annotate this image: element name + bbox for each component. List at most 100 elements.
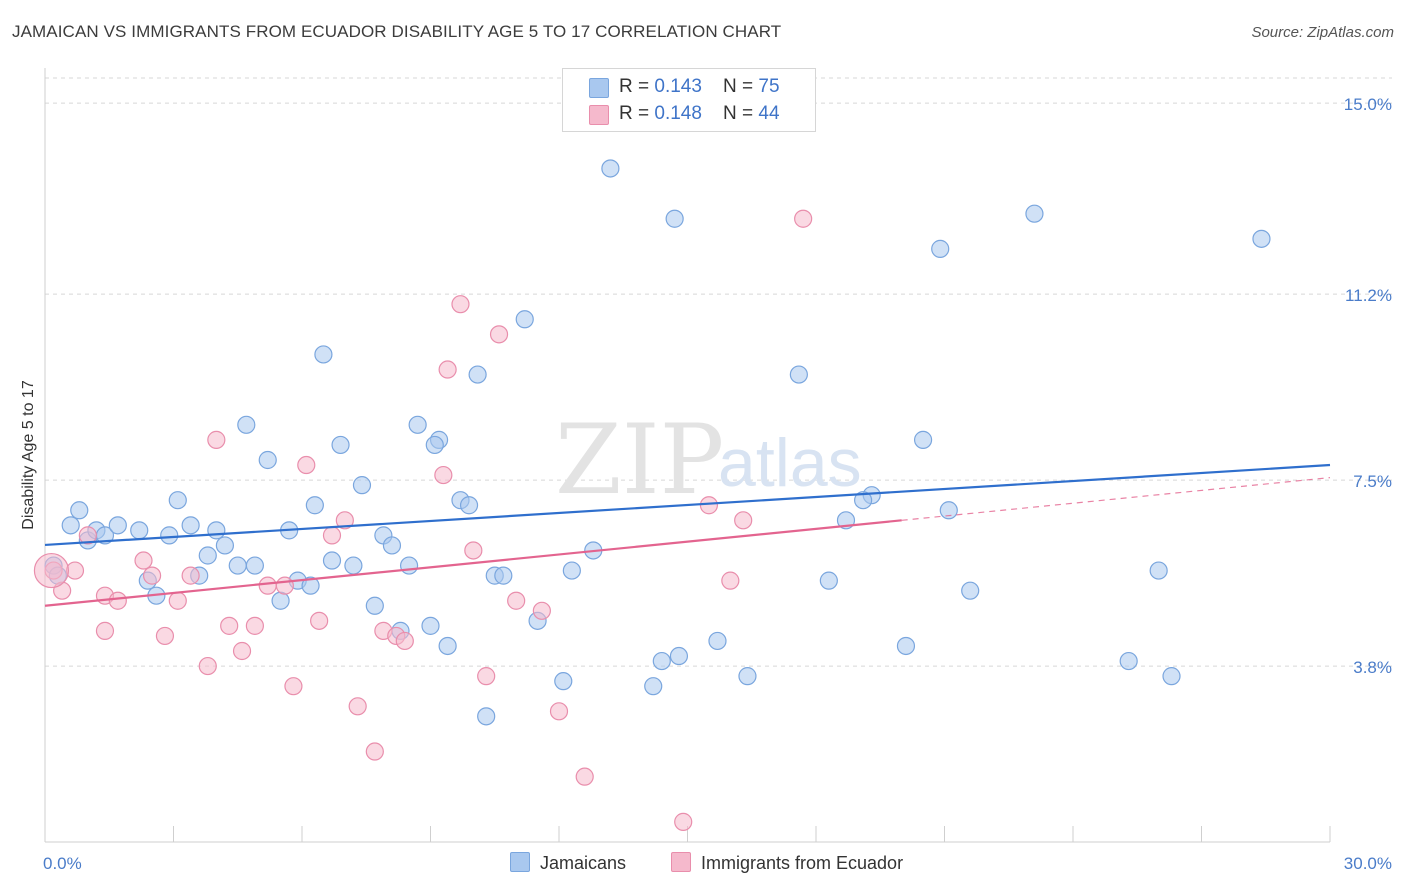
scatter-point — [489, 325, 509, 344]
scatter-point — [237, 415, 256, 434]
scatter-point — [451, 295, 470, 314]
scatter-point — [913, 430, 933, 449]
scatter-point — [438, 636, 457, 656]
source-label: Source: ZipAtlas.com — [1251, 24, 1394, 41]
scatter-point-large — [33, 552, 70, 589]
scatter-point — [168, 591, 187, 610]
bottom-legend-label: Immigrants from Ecuador — [701, 853, 904, 873]
scatter-point — [258, 450, 277, 470]
scatter-point — [1149, 561, 1168, 580]
scatter-point — [794, 209, 813, 228]
scatter-point — [220, 616, 239, 635]
scatter-point — [70, 501, 89, 520]
scatter-point — [515, 310, 534, 329]
scatter-point — [207, 521, 226, 540]
legend-r-label: R = — [619, 76, 655, 97]
scatter-point — [738, 667, 757, 686]
legend-r-value: 0.148 — [654, 103, 702, 124]
scatter-point — [365, 742, 384, 761]
scatter-point — [297, 455, 316, 475]
legend-n-value: 44 — [758, 103, 780, 124]
scatter-point — [961, 581, 980, 600]
scatter-point — [168, 491, 187, 510]
legend-n-value: 75 — [758, 76, 780, 97]
scatter-point — [554, 672, 573, 691]
scatter-point — [665, 209, 684, 228]
scatter-point — [181, 566, 200, 585]
scatter-point — [854, 491, 873, 510]
scatter-point — [95, 621, 115, 640]
scatter-point — [652, 651, 671, 671]
legend-r-label: R = — [619, 103, 655, 124]
axes — [44, 68, 1331, 843]
scatter-point — [507, 591, 526, 610]
x-tick-label: 0.0% — [43, 854, 82, 873]
bottom-legend-swatch-blue — [510, 852, 530, 872]
scatter-point — [331, 435, 350, 455]
correlation-legend: R = 0.143 N = 75 R = 0.148 N = 44 — [562, 68, 816, 132]
ecuador-points — [33, 209, 813, 831]
y-tick-label: 3.8% — [1353, 658, 1392, 677]
scatter-point — [549, 702, 569, 721]
scatter-point — [130, 521, 149, 540]
scatter-point — [1025, 204, 1044, 223]
scatter-point — [699, 496, 719, 515]
scatter-point — [365, 596, 384, 615]
scatter-point — [65, 561, 85, 580]
scatter-point — [1252, 229, 1271, 248]
x-tick-label: 30.0% — [1344, 854, 1392, 873]
scatter-point — [215, 536, 234, 555]
scatter-point — [674, 812, 693, 831]
legend-swatch-blue — [589, 78, 609, 98]
scatter-point — [275, 576, 294, 595]
scatter-point — [477, 707, 496, 726]
bottom-legend-label: Jamaicans — [540, 853, 627, 873]
scatter-point — [352, 476, 372, 495]
scatter-point — [198, 546, 217, 565]
scatter-point — [198, 656, 217, 676]
scatter-point — [108, 516, 127, 535]
scatter-point — [434, 465, 453, 485]
scatter-point — [789, 365, 808, 384]
scatter-point — [931, 239, 950, 258]
scatter-point — [575, 767, 594, 786]
legend-n-label: N = — [723, 76, 759, 97]
trend-lines — [44, 463, 1331, 607]
scatter-point — [399, 556, 419, 575]
scatter-point — [322, 551, 342, 570]
scatter-point — [896, 636, 916, 656]
scatter-point — [382, 536, 402, 555]
scatter-point — [562, 561, 581, 580]
scatter-point — [310, 611, 329, 630]
bottom-legend-ecuador: Immigrants from Ecuador — [671, 852, 903, 874]
scatter-point — [477, 667, 496, 686]
scatter-point — [78, 526, 97, 545]
legend-r-value: 0.143 — [654, 76, 702, 97]
scatter-point — [644, 677, 663, 696]
chart-title: JAMAICAN VS IMMIGRANTS FROM ECUADOR DISA… — [12, 22, 782, 41]
trend-line-ecuador-extrapolated — [901, 476, 1331, 521]
tick-labels: 3.8% 7.5% 11.2% 15.0% 0.0% 30.0% — [43, 95, 1392, 873]
trend-line-ecuador — [44, 519, 902, 607]
scatter-point — [232, 641, 252, 661]
scatter-point — [142, 566, 162, 585]
scatter-point — [314, 345, 333, 364]
scatter-point — [108, 591, 127, 610]
scatter-point — [335, 511, 354, 530]
scatter-point — [271, 591, 290, 610]
scatter-point — [305, 496, 324, 515]
legend-swatch-pink — [589, 105, 609, 125]
scatter-point — [61, 516, 80, 535]
scatter-point — [459, 496, 479, 515]
scatter-point — [228, 556, 247, 575]
scatter-point — [322, 526, 342, 545]
scatter-point — [207, 430, 226, 449]
scatter-point — [155, 626, 175, 646]
scatter-point — [408, 415, 427, 434]
scatter-point — [669, 646, 689, 666]
y-tick-label: 11.2% — [1345, 286, 1392, 305]
scatter-point — [601, 159, 620, 178]
scatter-point — [532, 601, 551, 620]
scatter-point — [344, 556, 363, 575]
y-tick-label: 7.5% — [1353, 472, 1392, 491]
